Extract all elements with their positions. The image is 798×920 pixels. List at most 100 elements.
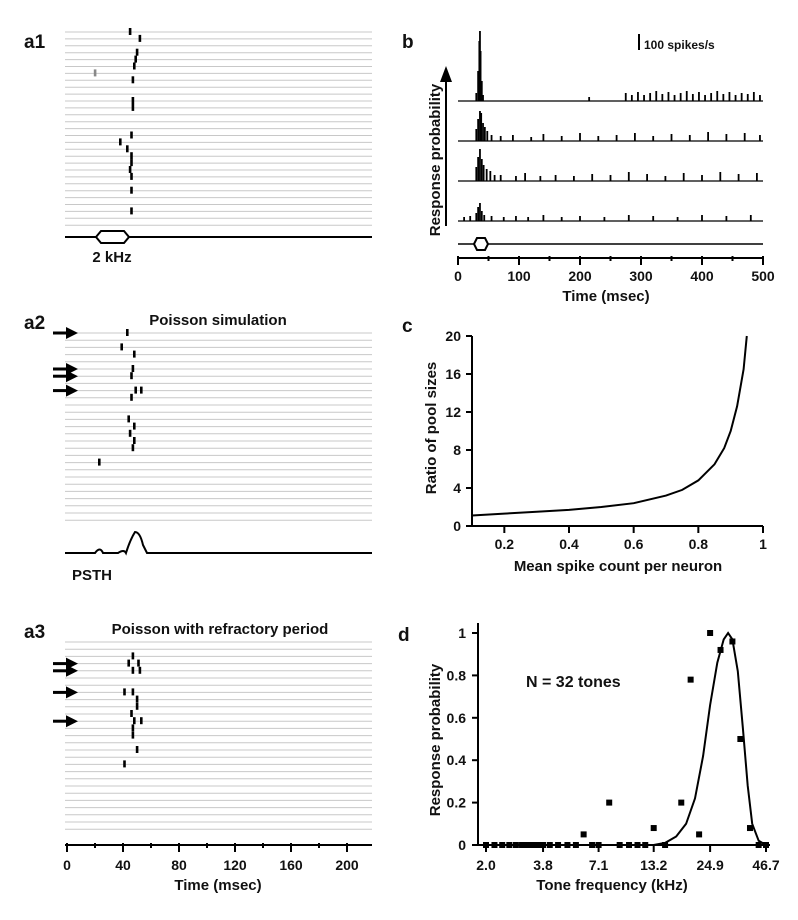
a3-tick-label: 160 — [279, 857, 303, 873]
spike-mark — [93, 69, 97, 77]
b-psth-bin — [499, 136, 502, 141]
a2-title: Poisson simulation — [149, 312, 287, 329]
b-psth-bin — [475, 167, 478, 181]
spike-mark — [131, 652, 135, 660]
trial-arrow-head — [66, 327, 78, 339]
b-psth-bin — [652, 216, 655, 221]
b-psth-bin — [627, 215, 630, 221]
d-y-tick-label: 0.6 — [447, 710, 467, 726]
spike-mark — [133, 350, 136, 358]
d-data-point — [535, 842, 542, 848]
d-data-point — [524, 842, 531, 848]
panel-a1-label: a1 — [24, 32, 46, 53]
b-psth-bin — [483, 215, 486, 221]
b-psth-bin — [722, 94, 725, 101]
panel-a3-label: a3 — [24, 622, 45, 643]
b-psth-bin — [579, 216, 581, 221]
b-psth-bin — [701, 175, 703, 181]
b-psth-bin — [759, 95, 761, 101]
b-psth-bin — [512, 135, 514, 141]
b-y-axis-label: Response probability — [427, 83, 444, 236]
panel-c: c 0 4 8 12 16 20 0.2 0.4 0.6 0.8 1 Ratio of pool … — [402, 316, 767, 575]
spike-mark — [98, 458, 101, 466]
b-x-axis-label: Time (msec) — [562, 288, 649, 305]
spike-mark — [130, 172, 133, 180]
b-psth-bin — [542, 134, 545, 141]
a1-raster — [65, 28, 372, 226]
spike-mark — [119, 138, 122, 146]
b-psth-bin — [539, 176, 542, 181]
panel-b-label: b — [402, 32, 414, 53]
d-data-point — [546, 842, 553, 848]
c-y-tick-label: 8 — [453, 442, 461, 458]
spike-mark — [138, 34, 142, 42]
panel-c-label: c — [402, 316, 413, 337]
b-psth-bin — [560, 217, 563, 221]
spike-mark — [123, 760, 126, 768]
c-ratio-curve — [471, 335, 748, 517]
a3-tick-label: 200 — [335, 857, 359, 873]
spike-mark — [131, 103, 135, 111]
b-psth-bin — [515, 176, 517, 181]
d-data-point — [491, 842, 498, 848]
b-psth-bin — [698, 92, 700, 101]
d-data-point — [642, 842, 649, 848]
b-tick-label: 0 — [454, 268, 462, 284]
b-psth-bin — [479, 51, 482, 101]
d-y-axis-label: Response probability — [427, 663, 444, 816]
d-x-tick-label: 46.7 — [752, 857, 779, 873]
spike-mark — [131, 731, 135, 739]
b-stimulus-marker — [472, 237, 490, 251]
b-psth-bin — [475, 213, 478, 221]
b-psth-bin — [728, 92, 731, 101]
d-data-point — [616, 842, 623, 848]
b-psth-bin — [603, 217, 606, 221]
b-psth-bin — [480, 211, 483, 221]
a1-stimulus-label: 2 kHz — [92, 249, 131, 266]
b-tick-label: 300 — [629, 268, 653, 284]
b-psth-bin — [489, 171, 492, 181]
spike-mark — [131, 688, 135, 696]
spike-mark — [134, 386, 137, 394]
d-y-tick-label: 1 — [458, 625, 466, 641]
a3-x-ticks: 0 40 80 120 160 200 — [63, 843, 359, 873]
d-data-point — [483, 842, 489, 848]
spike-mark — [131, 365, 135, 372]
a3-raster — [65, 641, 372, 830]
b-x-ticks: 0 100 200 300 400 500 — [454, 256, 775, 284]
trial-arrow-head — [66, 664, 78, 677]
spike-mark — [128, 28, 132, 35]
b-psth-bin — [637, 92, 639, 101]
b-psth-bin — [530, 137, 533, 141]
d-data-point — [626, 842, 633, 848]
c-y-tick-label: 16 — [445, 366, 461, 382]
d-x-tick-label: 3.8 — [533, 857, 553, 873]
b-psth-bin — [490, 135, 493, 141]
d-data-point — [707, 630, 714, 636]
b-psth-bin — [749, 215, 752, 221]
b-psth-bin — [704, 95, 706, 101]
b-psth-bin — [746, 94, 749, 101]
d-data-point — [512, 842, 519, 848]
c-x-tick-label: 0.2 — [495, 536, 515, 552]
b-psth-bin — [477, 207, 480, 221]
d-data-point — [606, 799, 613, 806]
b-psth-bin — [542, 215, 545, 221]
b-tick-label: 400 — [690, 268, 714, 284]
c-x-ticks: 0.2 0.4 0.6 0.8 1 — [495, 526, 767, 552]
d-data-point — [696, 831, 703, 838]
d-data-point — [687, 676, 694, 683]
spike-mark — [140, 717, 143, 725]
spike-mark — [130, 159, 133, 167]
b-psth-bin — [609, 175, 612, 181]
b-psth-bin — [737, 174, 740, 181]
spike-mark — [123, 688, 126, 696]
b-psth-bin — [479, 149, 481, 181]
b-psth-bin — [634, 133, 636, 141]
spike-mark — [126, 145, 129, 153]
b-psth-bin — [475, 93, 478, 101]
spike-mark — [135, 746, 139, 753]
b-psth-bin — [588, 97, 591, 101]
spike-mark — [134, 55, 137, 63]
trial-arrow-head — [66, 715, 78, 728]
